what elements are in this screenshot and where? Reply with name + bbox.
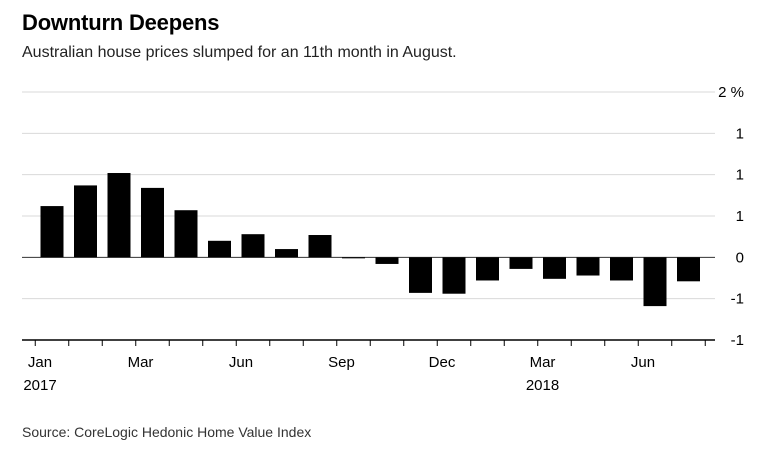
bar: [308, 235, 332, 258]
bar: [509, 257, 533, 269]
x-tick-label: Jan: [28, 354, 52, 371]
bars: [40, 173, 700, 307]
y-tick-label: 1: [736, 208, 744, 225]
year-label: 2017: [23, 377, 56, 394]
bar: [342, 257, 365, 259]
bar: [677, 257, 700, 282]
y-axis-labels: 2 % 1 1 1 0 -1 -1: [718, 84, 744, 349]
bar: [107, 173, 131, 258]
y-tick-label: -1: [731, 291, 744, 308]
year-label: 2018: [526, 377, 559, 394]
x-axis-labels: Jan Mar Jun Sep Dec Mar Jun 2017 2018: [23, 354, 655, 394]
y-tick-label: 1: [736, 125, 744, 142]
bar: [543, 257, 566, 279]
chart-subtitle: Australian house prices slumped for an 1…: [22, 44, 457, 61]
bar: [40, 206, 64, 258]
y-tick-label: -1: [731, 332, 744, 349]
bar: [241, 234, 265, 258]
x-tick-label: Mar: [128, 354, 154, 371]
bar: [442, 257, 466, 294]
bar: [643, 257, 667, 307]
y-tick-label: 2 %: [718, 84, 744, 101]
x-tick-label: Jun: [631, 354, 655, 371]
x-tick-label: Dec: [429, 354, 456, 371]
bar: [174, 210, 198, 258]
y-tick-label: 1: [736, 167, 744, 184]
x-tick-label: Jun: [229, 354, 253, 371]
bar: [610, 257, 633, 281]
x-tick-label: Sep: [328, 354, 355, 371]
bar: [409, 257, 432, 293]
bar: [208, 240, 231, 258]
bar: [275, 249, 298, 258]
x-tick-label: Mar: [530, 354, 556, 371]
bar: [576, 257, 600, 276]
bar: [375, 257, 399, 264]
chart-title: Downturn Deepens: [22, 10, 220, 35]
y-tick-label: 0: [736, 249, 744, 266]
source-note: Source: CoreLogic Hedonic Home Value Ind…: [22, 424, 312, 440]
x-axis: [22, 339, 715, 346]
bar: [476, 257, 499, 281]
bar: [141, 187, 164, 258]
bar: [74, 185, 97, 258]
